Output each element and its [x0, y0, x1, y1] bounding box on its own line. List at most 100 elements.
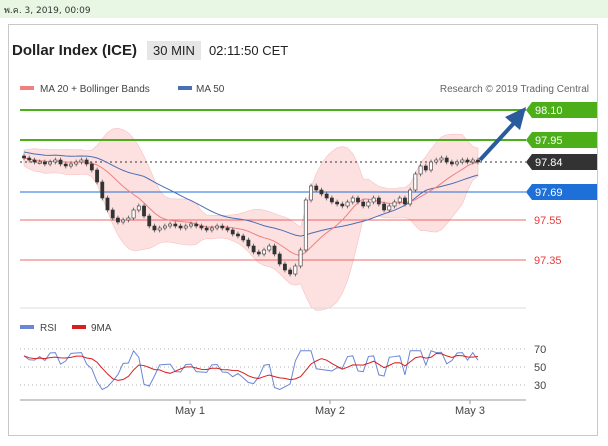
candle-body [79, 159, 84, 163]
candle-body [173, 223, 178, 227]
candle-body [439, 157, 444, 161]
level-label-97-95: 97.95 [535, 135, 563, 147]
candle-body [450, 161, 454, 165]
candle-body [429, 161, 433, 171]
candle-body [423, 165, 428, 171]
candle-body [157, 227, 162, 231]
candle-body [329, 197, 334, 203]
rsi-tick-label-70: 70 [534, 344, 546, 356]
candle-body [220, 225, 225, 229]
candle-body [22, 155, 26, 159]
candle-body [256, 251, 261, 255]
candle-body [418, 165, 423, 175]
candle-body [100, 181, 105, 199]
candle-body [303, 199, 308, 251]
candle-body [48, 161, 52, 165]
candle-body [27, 157, 32, 161]
ma20-line [23, 157, 479, 257]
candle-body [288, 269, 293, 275]
rsi-legend-swatch [20, 325, 34, 329]
candle-body [136, 205, 141, 211]
x-tick-label-may-1: May 1 [175, 405, 205, 417]
candle-body [434, 159, 439, 163]
candle-body [324, 193, 329, 199]
candle-body [356, 197, 360, 203]
candle-body [95, 169, 99, 183]
candle-body [225, 227, 230, 231]
rsi-indicator: 70 50 30 [20, 344, 546, 392]
candle-body [126, 217, 131, 221]
ma50-line [23, 151, 479, 237]
candle-body [251, 245, 256, 253]
rsi-tick-label-30: 30 [534, 380, 546, 392]
candle-body [204, 227, 209, 231]
candle-body [168, 223, 173, 227]
candle-body [272, 245, 277, 255]
candle-body [319, 189, 324, 195]
candle-body [413, 173, 418, 191]
candle-body [236, 233, 240, 237]
candle-body [397, 197, 402, 203]
candle-body [345, 201, 350, 207]
status-bar-text: พ.ค. 3, 2019, 00:09 [4, 6, 91, 16]
candle-body [89, 163, 94, 171]
chart-header: Dollar Index (ICE) 30 MIN 02:11:50 CET [12, 40, 288, 60]
candle-body [110, 209, 115, 219]
candle-body [376, 197, 381, 205]
level-label-97-35: 97.35 [534, 255, 562, 267]
x-tick-label-may-3: May 3 [455, 405, 485, 417]
candle-body [408, 189, 413, 205]
candle-body [277, 253, 282, 265]
candle-body [309, 185, 313, 201]
candle-body [42, 161, 47, 165]
price-levels [20, 109, 526, 261]
candle-body [74, 161, 79, 165]
candle-body [37, 161, 42, 164]
candle-body [32, 159, 37, 163]
arrow-head [505, 107, 526, 130]
level-label-97-55: 97.55 [534, 215, 562, 227]
candle-body [84, 159, 89, 165]
x-tick-label-may-2: May 2 [315, 405, 345, 417]
candle-body [199, 225, 204, 229]
ma20-legend-swatch [20, 86, 34, 90]
candle-body [230, 229, 235, 235]
rsi-line [23, 349, 479, 391]
candle-body [215, 225, 219, 229]
candle-body [350, 197, 355, 203]
timeframe-button[interactable]: 30 MIN [147, 40, 201, 60]
ma9-line [23, 352, 479, 381]
chart-title: Dollar Index (ICE) [12, 41, 138, 59]
candle-body [298, 249, 303, 267]
candle-body [162, 225, 167, 229]
candle-body [121, 219, 126, 223]
candle-body [105, 197, 110, 211]
candle-body [460, 159, 465, 163]
level-tag-97-69 [526, 184, 597, 200]
chart-time: 02:11:50 CET [208, 42, 289, 58]
level-label-97-84: 97.84 [535, 157, 563, 169]
candle-body [293, 265, 298, 275]
ma50-legend-label: MA 50 [196, 84, 225, 95]
candle-body [262, 249, 266, 255]
ma9-legend-swatch [72, 325, 86, 329]
candle-body [267, 245, 272, 251]
level-labels: 98.10 97.95 97.84 97.69 97.55 97.35 [526, 102, 597, 267]
candle-body [366, 201, 371, 207]
candle-body [63, 163, 68, 167]
candle-body [465, 159, 470, 163]
forecast-arrow [478, 107, 526, 162]
candle-body [241, 235, 246, 241]
level-tag-97-84 [526, 154, 597, 170]
candle-body [361, 201, 366, 207]
candle-body [444, 157, 449, 163]
candle-body [371, 197, 376, 203]
rsi-legend-label: RSI [40, 323, 57, 334]
candle-body [69, 163, 73, 167]
candlesticks [22, 153, 480, 277]
candle-body [283, 263, 287, 271]
candle-body [335, 201, 340, 205]
candle-body [455, 161, 460, 165]
candle-body [340, 203, 345, 207]
